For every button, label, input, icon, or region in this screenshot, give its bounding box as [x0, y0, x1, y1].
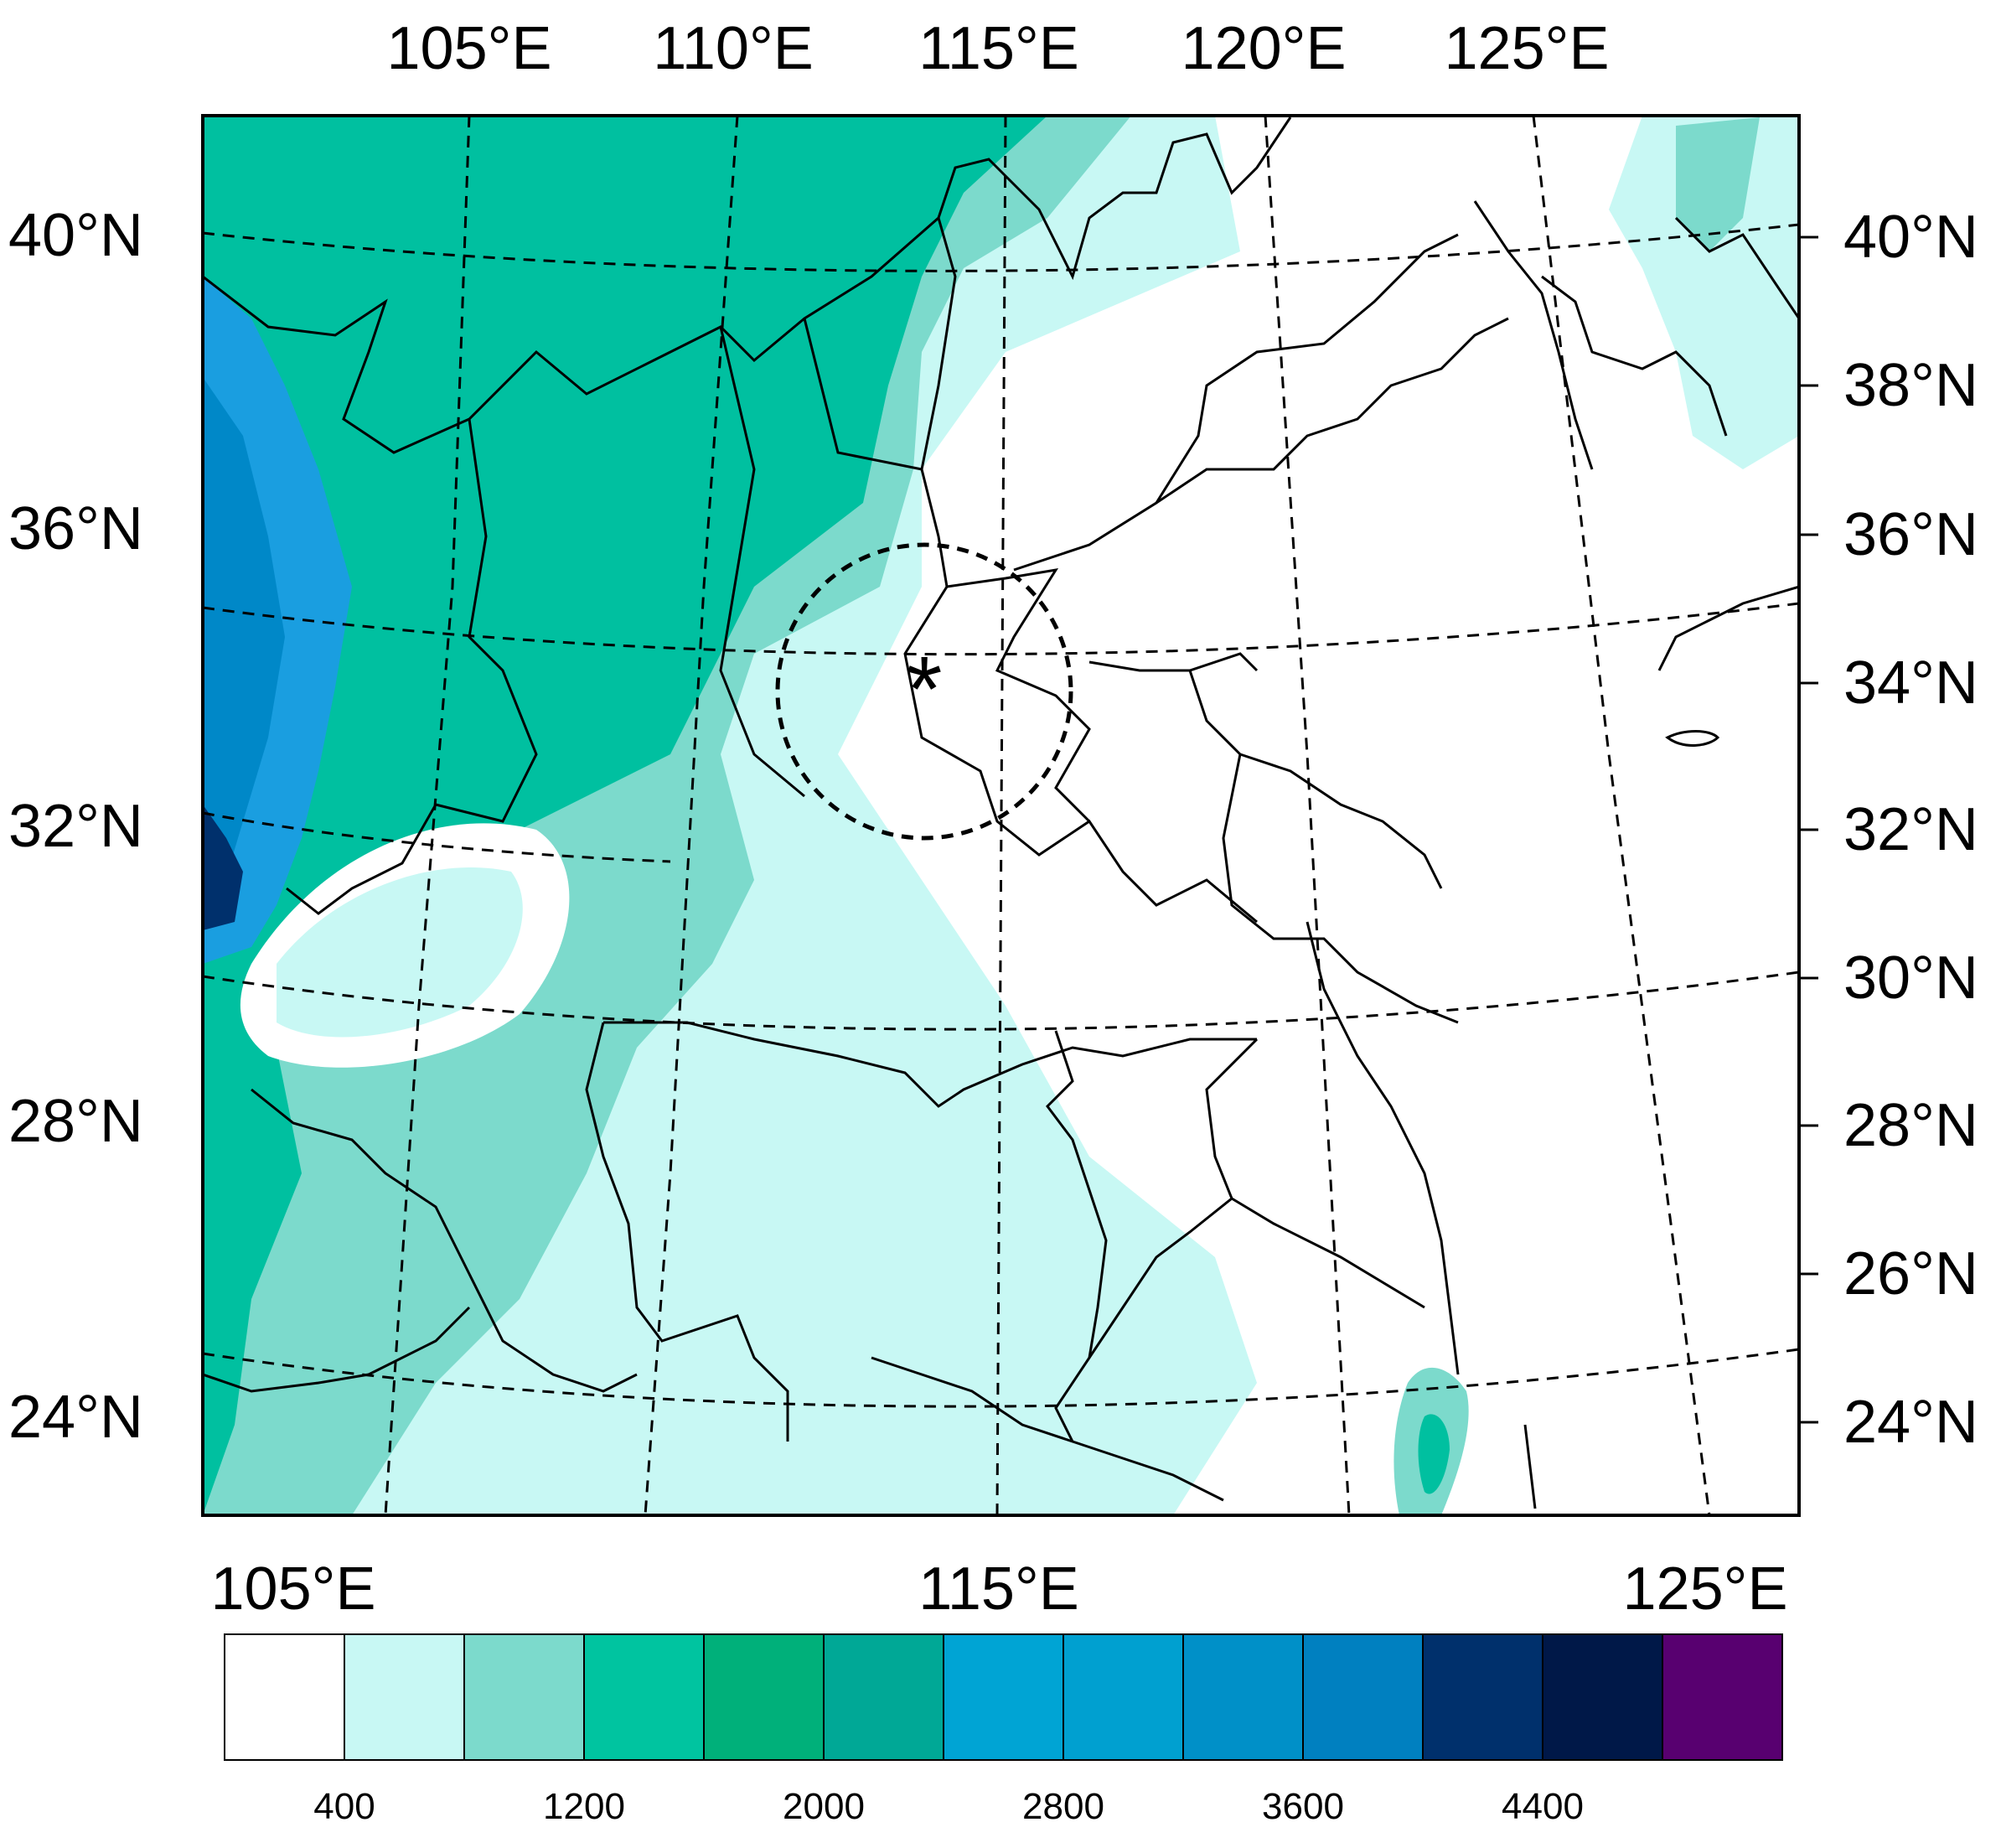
bottom-longitude-labels: 105°E 115°E 125°E [211, 1556, 1788, 1623]
left-lat-label: 24°N [8, 1384, 143, 1451]
korea-hills [1609, 116, 1799, 469]
colorbar-swatch [1182, 1633, 1304, 1761]
colorbar-swatch [463, 1633, 585, 1761]
left-lat-label: 36°N [8, 495, 143, 562]
colorbar-swatch [344, 1633, 465, 1761]
colorbar-swatch [943, 1633, 1064, 1761]
left-latitude-labels: 40°N 36°N 32°N 28°N 24°N [8, 202, 143, 1451]
bottom-lon-label: 115°E [918, 1556, 1079, 1623]
map-frame [201, 114, 1801, 1517]
colorbar-swatch [1662, 1633, 1783, 1761]
colorbar-swatch [823, 1633, 944, 1761]
colorbar-swatch [1422, 1633, 1543, 1761]
top-longitude-labels: 105°E 110°E 115°E 120°E 125°E [387, 15, 1610, 82]
colorbar-label: 2800 [1022, 1786, 1104, 1827]
top-lon-label: 120°E [1181, 15, 1347, 82]
graticule [203, 116, 1799, 1515]
right-lat-label: 34°N [1843, 650, 1978, 717]
terrain-fill [203, 116, 1799, 1515]
bottom-lon-label: 105°E [211, 1556, 376, 1623]
right-lat-label: 36°N [1843, 501, 1978, 568]
right-lat-label: 24°N [1843, 1389, 1978, 1456]
korea-highland [1676, 117, 1760, 251]
mountain-zone [203, 116, 1047, 1515]
site-marker: * [907, 638, 943, 741]
colorbar-label: 1200 [543, 1786, 625, 1827]
radius-circle [775, 542, 1073, 841]
colorbar-swatch [1302, 1633, 1424, 1761]
left-lat-label: 40°N [8, 202, 143, 269]
left-lat-label: 32°N [8, 793, 143, 860]
colorbar-swatch [224, 1633, 345, 1761]
right-latitude-labels: 40°N 38°N 36°N 34°N 32°N 30°N 28°N 26°N … [1799, 204, 1978, 1456]
taiwan-mountains [1418, 1414, 1450, 1494]
top-lon-label: 115°E [918, 15, 1079, 82]
left-lat-label: 28°N [8, 1088, 143, 1155]
bottom-lon-label: 125°E [1623, 1556, 1788, 1623]
right-lat-label: 28°N [1843, 1092, 1978, 1159]
colorbar-swatch [583, 1633, 705, 1761]
basin-rim [277, 867, 523, 1038]
colorbar-label: 4400 [1502, 1786, 1584, 1827]
colorbar-swatch [1542, 1633, 1663, 1761]
right-lat-label: 26°N [1843, 1240, 1978, 1307]
colorbar-swatch [1063, 1633, 1184, 1761]
right-lat-label: 40°N [1843, 204, 1978, 271]
colorbar: 400 1200 2000 2800 3600 4400 [224, 1633, 1783, 1827]
right-lat-label: 38°N [1843, 352, 1978, 419]
top-lon-label: 110°E [653, 15, 814, 82]
plateau-peak [203, 805, 243, 930]
colorbar-label: 400 [313, 1786, 375, 1827]
right-lat-label: 32°N [1843, 796, 1978, 863]
colorbar-label: 2000 [783, 1786, 865, 1827]
colorbar-swatch [703, 1633, 825, 1761]
top-lon-label: 105°E [387, 15, 552, 82]
right-lat-label: 30°N [1843, 945, 1978, 1012]
plateau-high [203, 377, 285, 922]
boundaries [203, 116, 1799, 1509]
top-lon-label: 125°E [1445, 15, 1610, 82]
colorbar-label: 3600 [1262, 1786, 1344, 1827]
